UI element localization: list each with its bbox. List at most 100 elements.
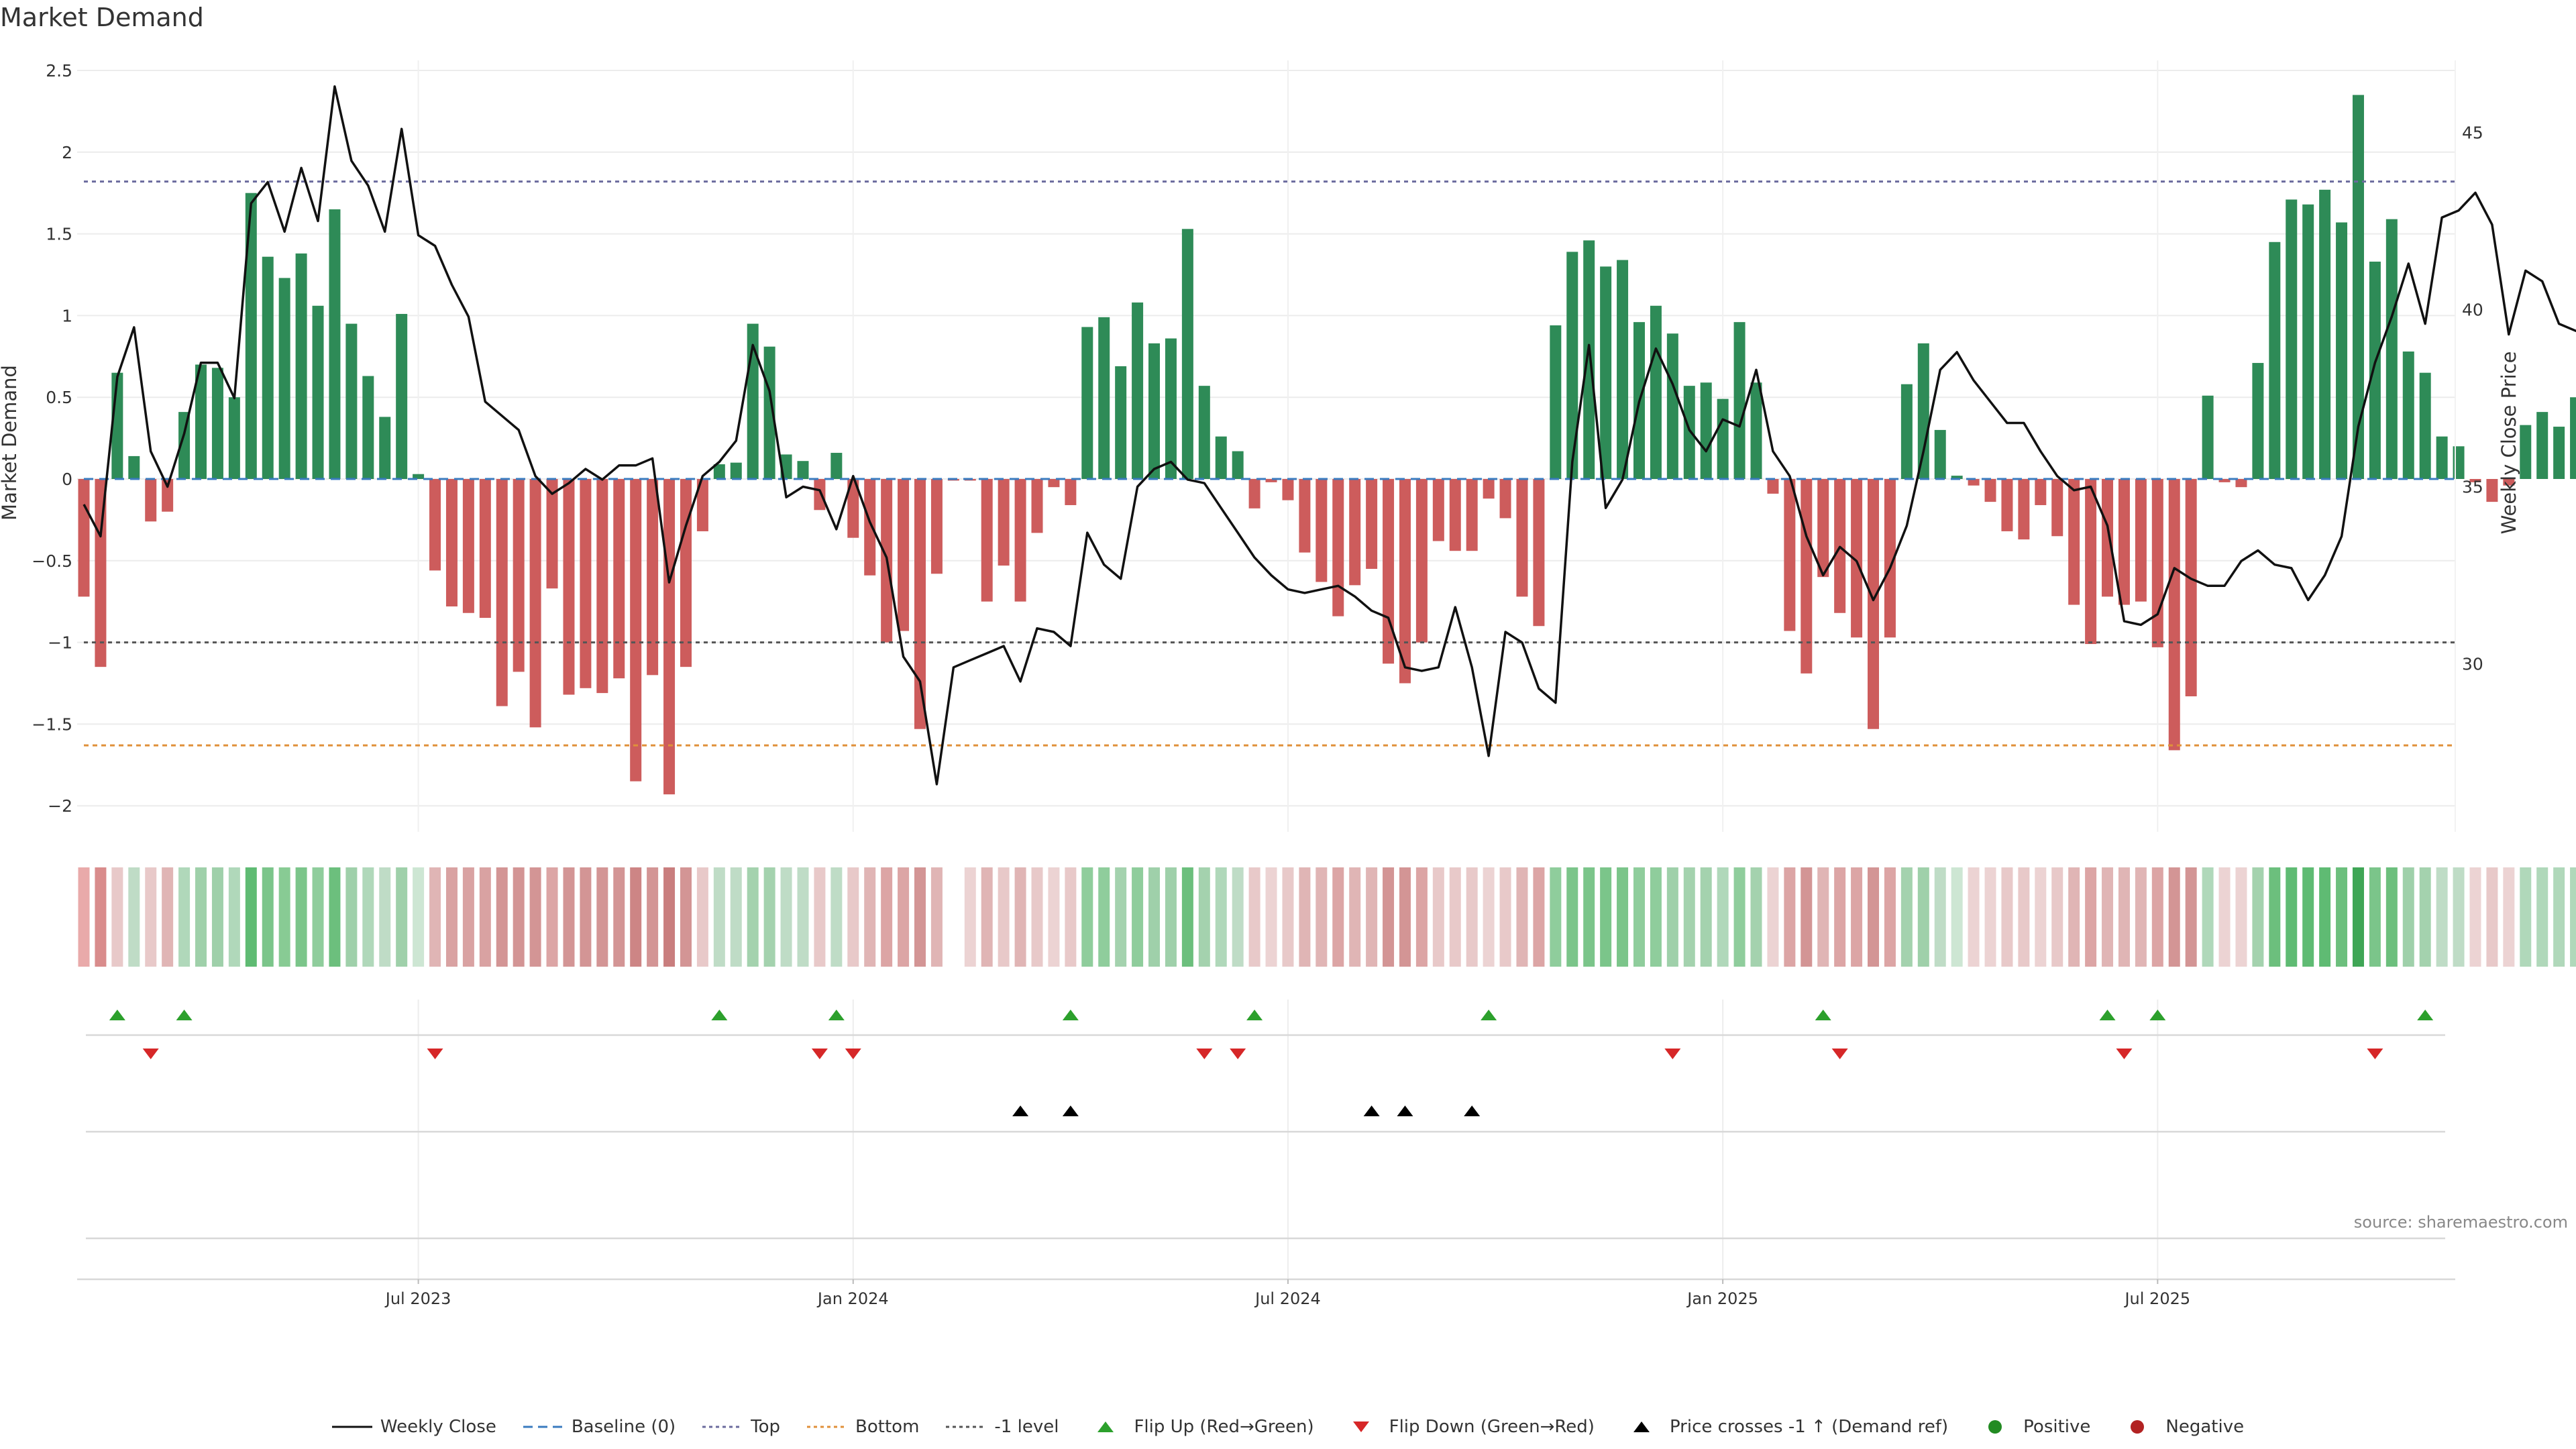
heat-cell [211,867,223,967]
flip-down-marker [845,1049,861,1059]
heat-cell [1265,867,1277,967]
demand-bar [195,364,207,479]
heat-cell [1248,867,1260,967]
heat-cell [2352,867,2364,967]
flip-markers [86,1010,2445,1059]
heat-cell [2553,867,2565,967]
demand-bar [1366,479,1378,569]
y-tick-label: 1 [62,306,72,325]
demand-bar [713,464,725,479]
heat-cell [1148,867,1161,967]
price-cross-marker [1397,1106,1413,1116]
heat-cell [1215,867,1227,967]
heat-cell [847,867,859,967]
heat-cell [881,867,893,967]
demand-bar [1098,317,1110,479]
demand-bar [2202,395,2214,479]
price-cross-marker [1464,1106,1481,1116]
legend-label: Price crosses -1 ↑ (Demand ref) [1669,1417,1949,1437]
flip-up-marker [1815,1010,1831,1020]
heat-cell [345,867,358,967]
demand-bar [630,479,642,782]
heat-cell [914,867,926,967]
heat-cell [2385,867,2398,967]
heat-cell [713,867,725,967]
heat-cell [2302,867,2314,967]
heat-cell [2202,867,2214,967]
flip-up-marker [1246,1010,1263,1020]
heat-cell [2151,867,2163,967]
legend-swatch-icon [946,1419,987,1435]
demand-bar [1533,479,1545,627]
y-axis-label: Market Demand [0,365,21,521]
heat-cell [596,867,608,967]
demand-bar [663,479,676,795]
demand-bar [78,479,90,597]
heat-cell [1900,867,1913,967]
demand-bar [1968,479,1980,486]
heat-cell [1048,867,1060,967]
heat-cell [1733,867,1746,967]
heat-cell [278,867,290,967]
demand-bar [379,417,391,479]
x-axis: Jul 2023 Jan 2024 Jul 2024 Jan 2025 Jul 2025 [77,1278,2455,1308]
heat-cell [1650,867,1662,967]
demand-bar [2185,479,2197,696]
heat-strip [78,867,2576,967]
heat-cell [2102,867,2114,967]
flip-down-marker [1230,1049,1246,1059]
heat-cell [2336,867,2348,967]
heat-cell [1466,867,1478,967]
legend-label: -1 level [994,1417,1059,1437]
heat-cell [563,867,575,967]
heat-cell [195,867,207,967]
heat-cell [830,867,843,967]
demand-bar [1415,479,1428,643]
demand-bar [864,479,876,576]
demand-bar [396,313,408,479]
heat-cell [78,867,90,967]
demand-bar [830,453,843,479]
heat-cell [2469,867,2481,967]
heat-cell [329,867,341,967]
heat-cell [1951,867,1963,967]
heat-cell [1065,867,1077,967]
demand-bar [178,412,191,479]
demand-bar [312,305,324,479]
legend-item-flip-up: Flip Up (Red→Green) [1085,1417,1314,1437]
y2-tick-label: 30 [2462,655,2483,674]
demand-bar [1666,333,1678,479]
demand-bar [2302,204,2314,479]
heat-cell [1115,867,1127,967]
flip-down-marker [1664,1049,1681,1059]
flip-down-marker [2367,1049,2383,1059]
demand-bar [95,479,107,667]
demand-bar [730,462,742,479]
legend-swatch-icon [807,1419,848,1435]
y2-tick-label: 40 [2462,301,2483,320]
heat-cell [613,867,625,967]
reference-lines [84,180,2455,747]
demand-bar [2168,479,2180,751]
price-cross-marker [1363,1106,1380,1116]
demand-bar [1884,479,1896,638]
y-tick-label: −1.5 [32,714,72,734]
heat-cell [1483,867,1495,967]
legend-item-line-close: Weekly Close [331,1417,496,1437]
demand-bar [1617,260,1629,479]
demand-bar [1265,479,1277,482]
legend-item-dot-pos: Positive [1975,1417,2090,1437]
demand-bar [2218,479,2231,482]
x-tick-label: Jul 2024 [1254,1289,1321,1308]
demand-bar [2553,427,2565,479]
legend-label: Flip Up (Red→Green) [1134,1417,1314,1437]
heat-cell [228,867,240,967]
legend-swatch-icon [1621,1419,1662,1435]
demand-bar [2352,95,2364,480]
heat-cell [1132,867,1144,967]
heat-cell [1098,867,1110,967]
legend: Weekly Close Baseline (0) Top Bottom -1 leve… [0,1417,2576,1437]
price-line-group [83,85,2576,786]
demand-bar [580,479,592,688]
